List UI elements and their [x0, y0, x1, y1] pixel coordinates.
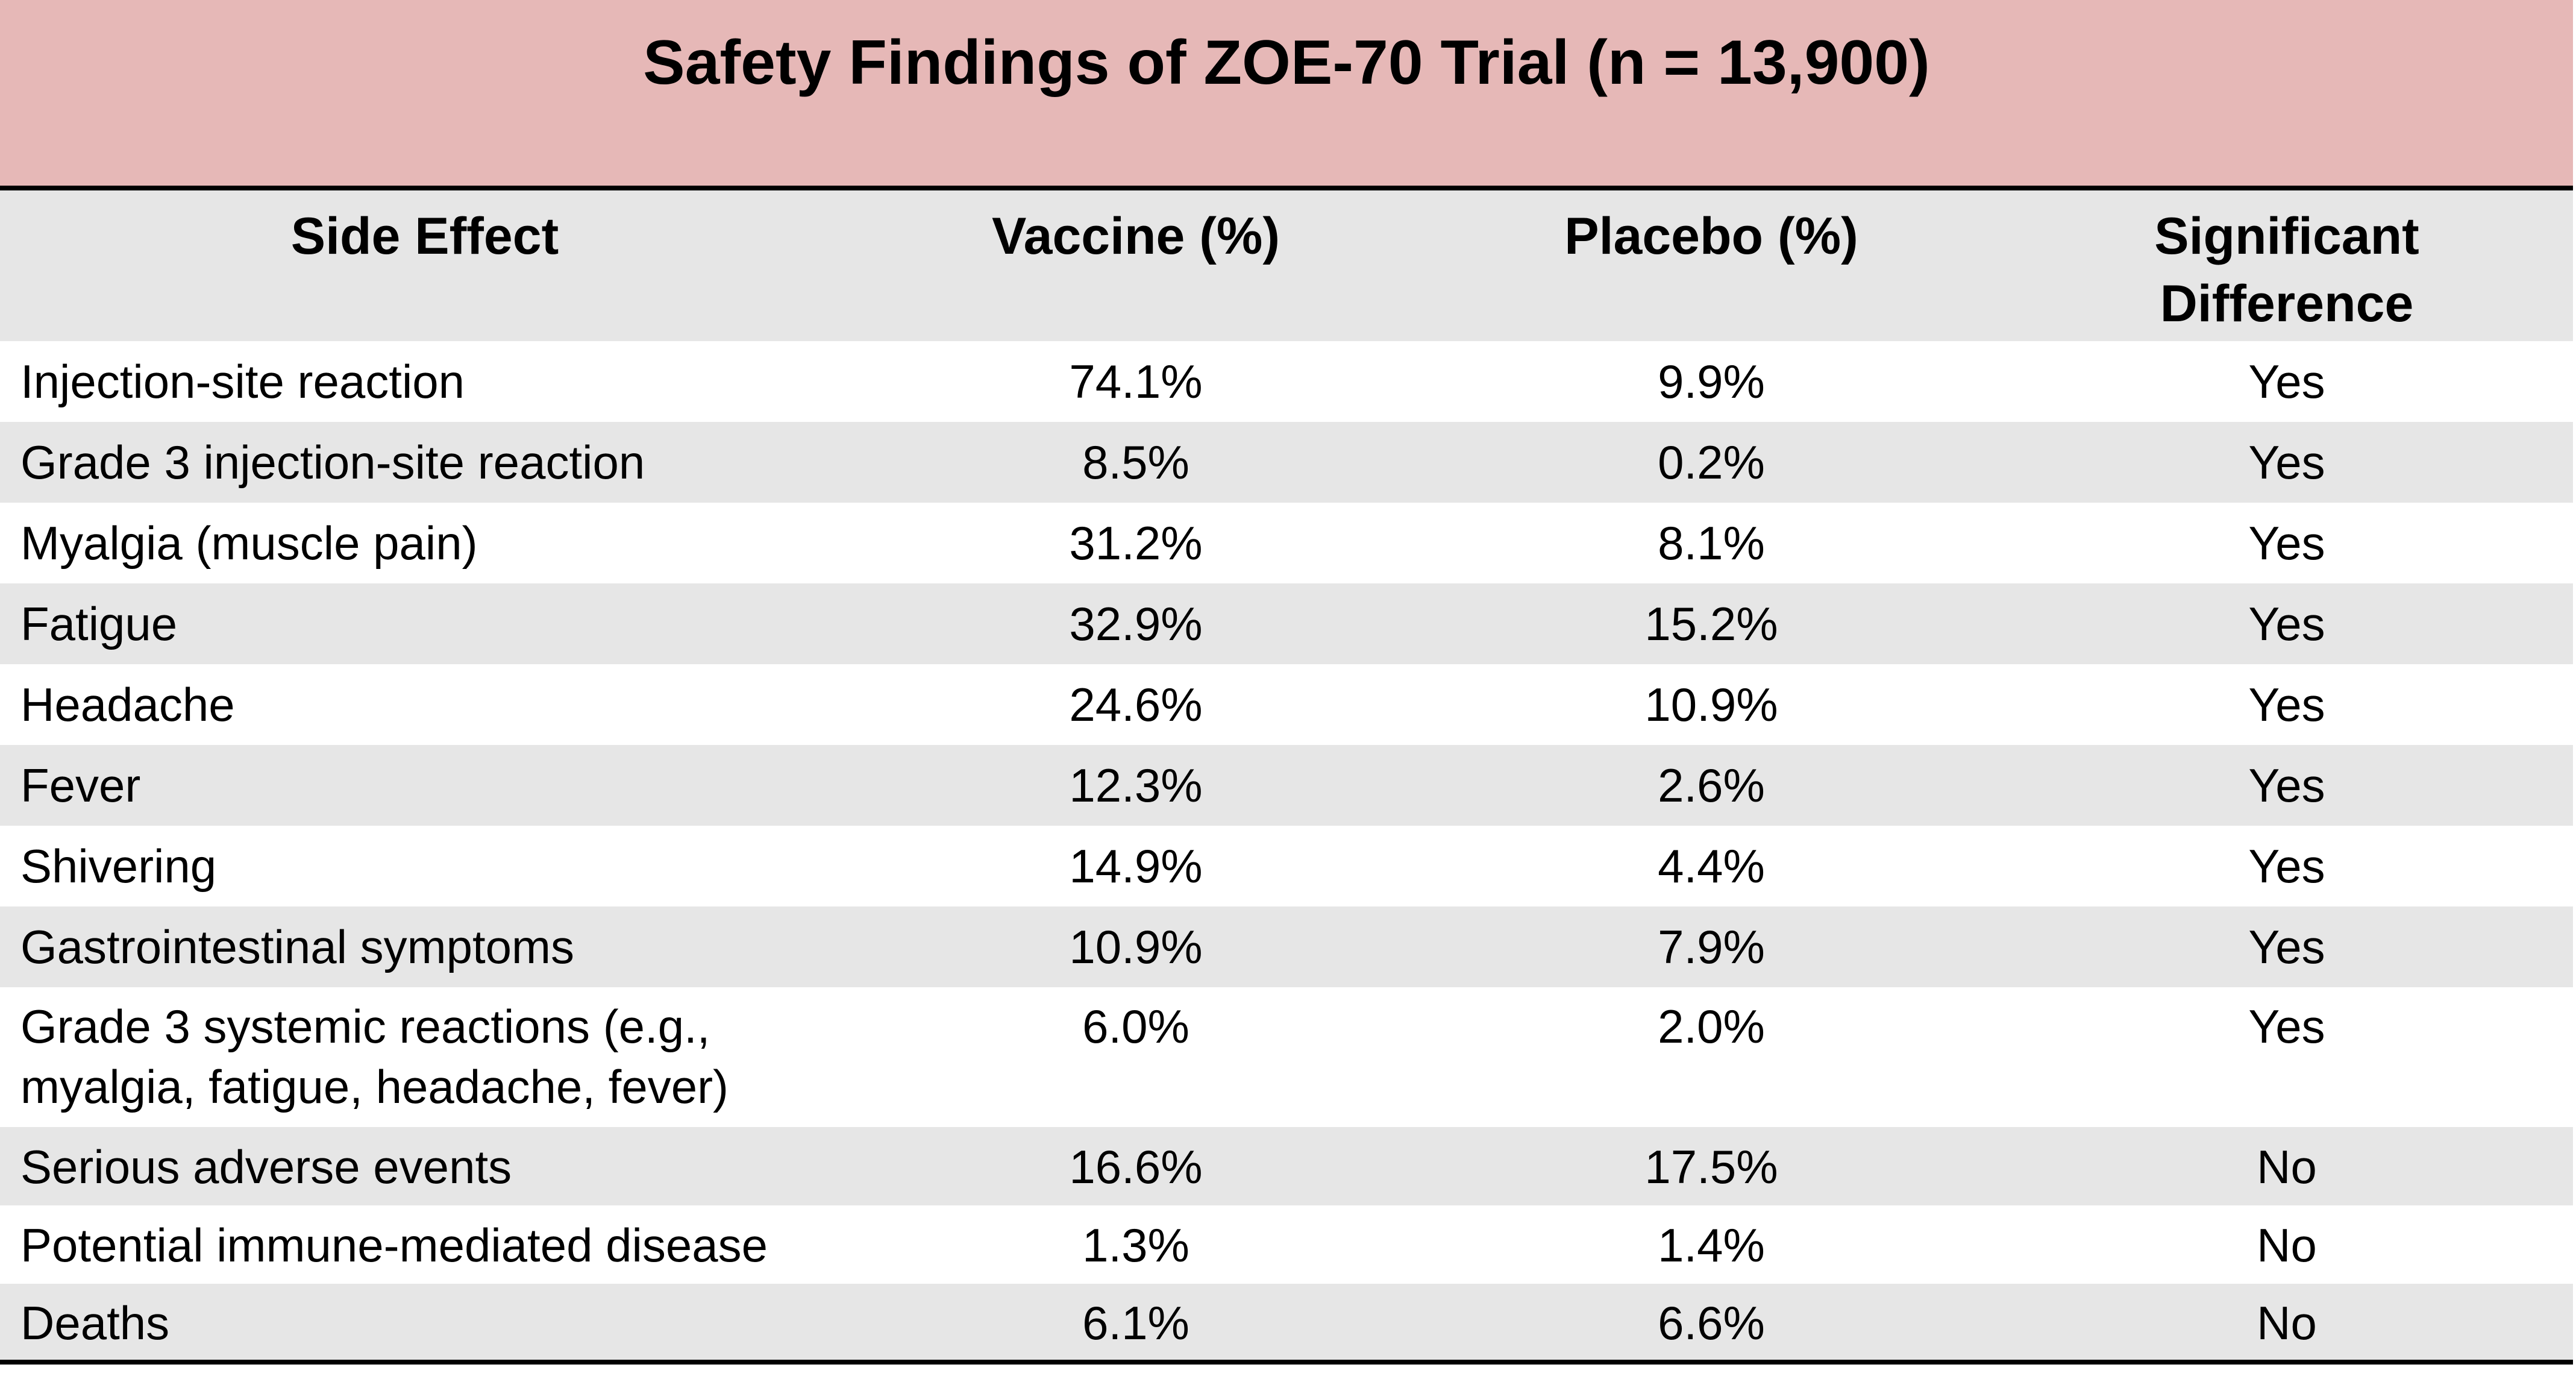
placebo-cell: 7.9%: [1658, 920, 1765, 973]
significant-cell: No: [2257, 1219, 2317, 1272]
header-side-effect: Side Effect: [290, 207, 559, 265]
side-effect-cell: Potential immune-mediated disease: [20, 1219, 768, 1272]
table-bottom-rule: [0, 1360, 2573, 1365]
side-effect-cell: Serious adverse events: [20, 1140, 512, 1193]
side-effect-cell: Headache: [20, 678, 235, 731]
placebo-cell: 0.2%: [1658, 436, 1765, 489]
title-banner: Safety Findings of ZOE-70 Trial (n = 13,…: [0, 0, 2573, 186]
side-effect-cell: Grade 3 systemic reactions (e.g., myalgi…: [20, 996, 936, 1117]
significant-cell: Yes: [2248, 355, 2325, 408]
header-significant-line1: Significant: [2154, 207, 2419, 265]
vaccine-cell: 1.3%: [1082, 1219, 1189, 1272]
table-row: Grade 3 injection-site reaction 8.5% 0.2…: [0, 422, 2573, 503]
vaccine-cell: 31.2%: [1069, 517, 1203, 570]
table-row: Myalgia (muscle pain) 31.2% 8.1% Yes: [0, 503, 2573, 583]
placebo-cell: 9.9%: [1658, 355, 1765, 408]
placebo-cell: 15.2%: [1644, 597, 1778, 650]
placebo-cell: 2.6%: [1658, 759, 1765, 812]
placebo-cell: 2.0%: [1658, 1000, 1765, 1053]
side-effect-cell: Myalgia (muscle pain): [20, 517, 478, 570]
vaccine-cell: 14.9%: [1069, 840, 1203, 893]
header-significant-difference: Significant Difference: [1985, 203, 2576, 338]
significant-cell: Yes: [2248, 678, 2325, 731]
vaccine-cell: 16.6%: [1069, 1140, 1203, 1193]
vaccine-cell: 12.3%: [1069, 759, 1203, 812]
side-effect-line1: Grade 3 systemic reactions (e.g.,: [20, 1000, 710, 1053]
placebo-cell: 4.4%: [1658, 840, 1765, 893]
vaccine-cell: 32.9%: [1069, 597, 1203, 650]
table-row: Shivering 14.9% 4.4% Yes: [0, 826, 2573, 906]
header-significant-line2: Difference: [2160, 275, 2414, 333]
header-placebo: Placebo (%): [1564, 207, 1858, 265]
vaccine-cell: 74.1%: [1069, 355, 1203, 408]
table-title: Safety Findings of ZOE-70 Trial (n = 13,…: [643, 28, 1930, 98]
table-header-row: Side Effect Vaccine (%) Placebo (%) Sign…: [0, 190, 2573, 341]
significant-cell: Yes: [2248, 920, 2325, 973]
significant-cell: No: [2257, 1296, 2317, 1349]
table-row: Grade 3 systemic reactions (e.g., myalgi…: [0, 987, 2573, 1127]
side-effect-cell: Fever: [20, 759, 141, 812]
side-effect-cell: Shivering: [20, 840, 217, 893]
significant-cell: Yes: [2248, 840, 2325, 893]
vaccine-cell: 6.0%: [1082, 1000, 1189, 1053]
significant-cell: Yes: [2248, 436, 2325, 489]
table-row: Fever 12.3% 2.6% Yes: [0, 745, 2573, 826]
side-effect-cell: Deaths: [20, 1296, 170, 1349]
table-row: Potential immune-mediated disease 1.3% 1…: [0, 1205, 2573, 1284]
significant-cell: No: [2257, 1140, 2317, 1193]
side-effect-cell: Fatigue: [20, 597, 178, 650]
placebo-cell: 17.5%: [1644, 1140, 1778, 1193]
side-effect-cell: Grade 3 injection-site reaction: [20, 436, 645, 489]
significant-cell: Yes: [2248, 597, 2325, 650]
header-vaccine: Vaccine (%): [992, 207, 1280, 265]
placebo-cell: 6.6%: [1658, 1296, 1765, 1349]
table-row: Serious adverse events 16.6% 17.5% No: [0, 1127, 2573, 1205]
table-row: Fatigue 32.9% 15.2% Yes: [0, 583, 2573, 664]
table-row: Injection-site reaction 74.1% 9.9% Yes: [0, 341, 2573, 422]
significant-cell: Yes: [2248, 517, 2325, 570]
side-effect-line2: myalgia, fatigue, headache, fever): [20, 1060, 729, 1113]
table-row: Gastrointestinal symptoms 10.9% 7.9% Yes: [0, 906, 2573, 987]
side-effect-cell: Injection-site reaction: [20, 355, 465, 408]
placebo-cell: 8.1%: [1658, 517, 1765, 570]
table-row: Deaths 6.1% 6.6% No: [0, 1284, 2573, 1360]
vaccine-cell: 24.6%: [1069, 678, 1203, 731]
side-effect-cell: Gastrointestinal symptoms: [20, 920, 574, 973]
placebo-cell: 1.4%: [1658, 1219, 1765, 1272]
vaccine-cell: 6.1%: [1082, 1296, 1189, 1349]
table-row: Headache 24.6% 10.9% Yes: [0, 664, 2573, 745]
placebo-cell: 10.9%: [1644, 678, 1778, 731]
significant-cell: Yes: [2248, 759, 2325, 812]
vaccine-cell: 10.9%: [1069, 920, 1203, 973]
vaccine-cell: 8.5%: [1082, 436, 1189, 489]
header-top-rule: [0, 186, 2573, 190]
significant-cell: Yes: [2248, 1000, 2325, 1053]
